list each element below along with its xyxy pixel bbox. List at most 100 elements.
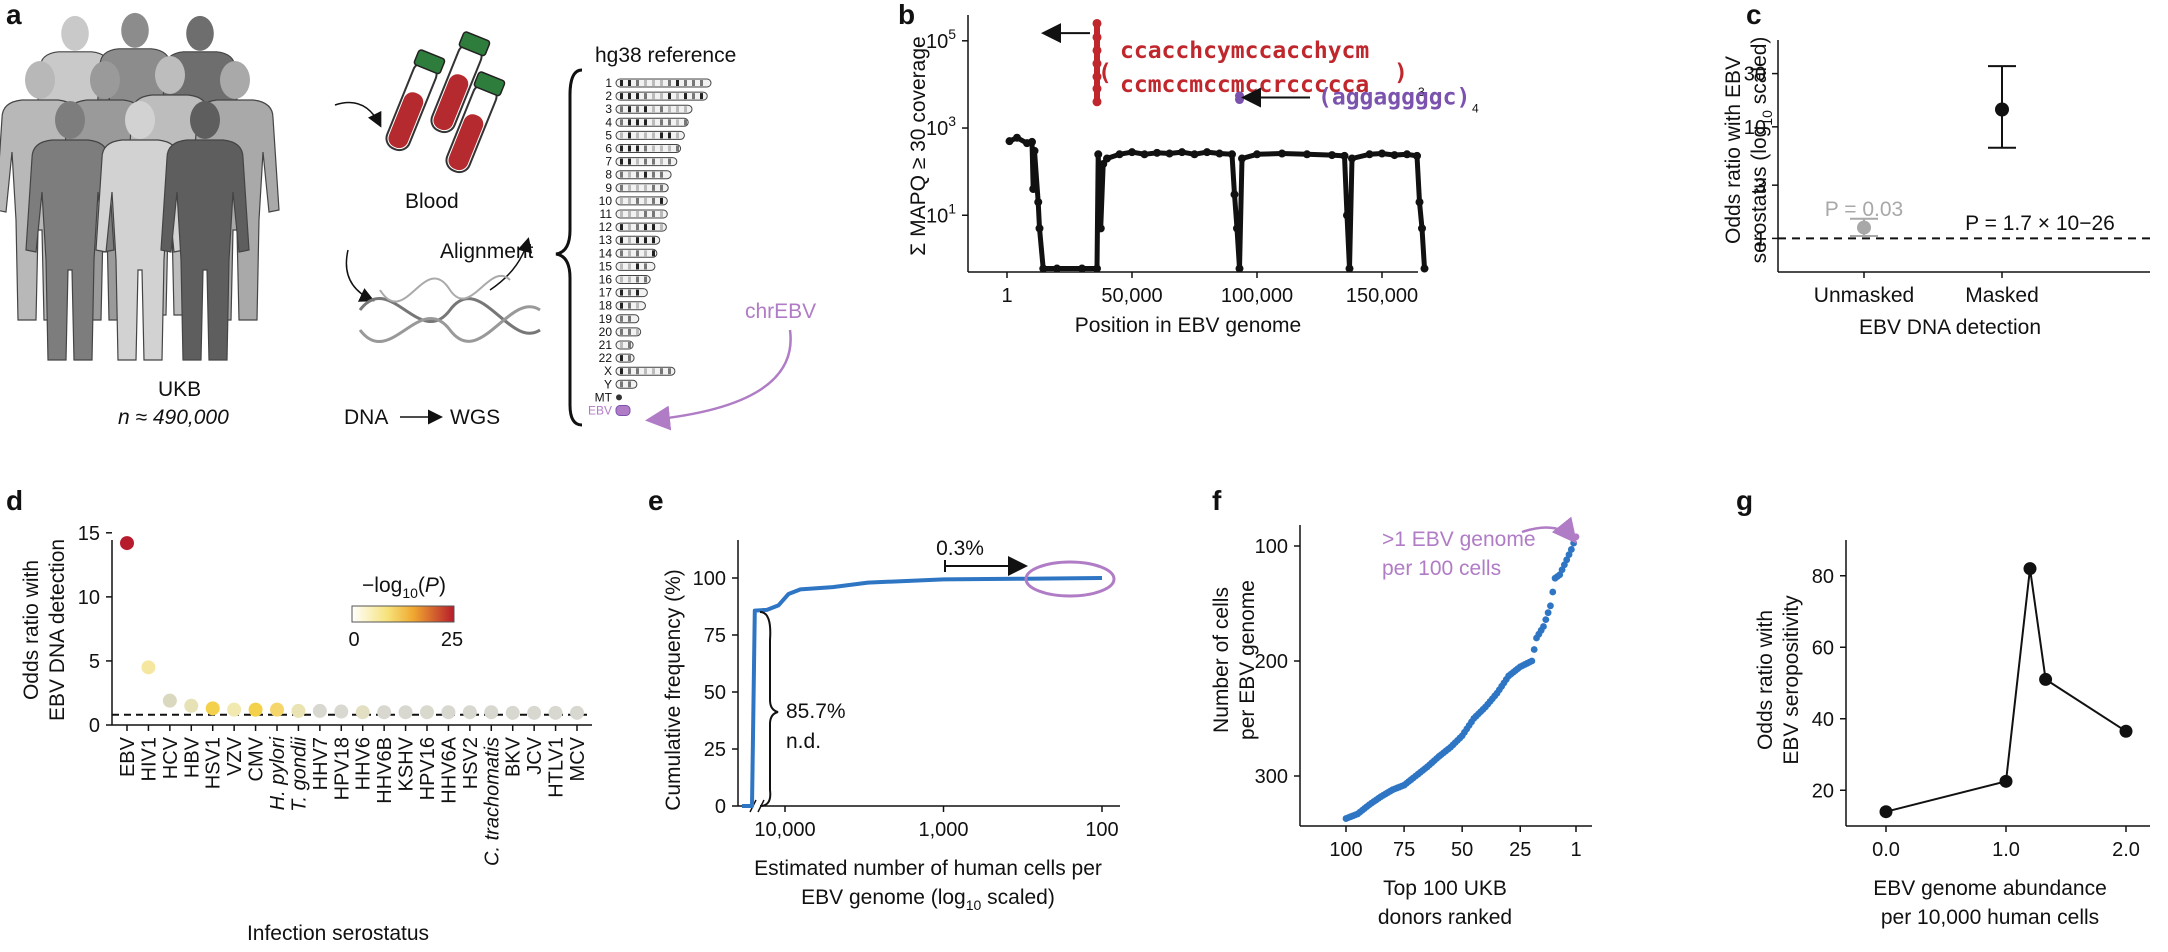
coverage-point [1345, 264, 1354, 273]
abundance-point [1879, 805, 1893, 819]
point-htlv1 [548, 705, 563, 720]
chromosome-band [652, 197, 655, 204]
point-unmasked [1857, 220, 1871, 235]
x-tick-label: 100 [1329, 839, 1362, 861]
x-tick-label: 1 [1570, 839, 1581, 861]
y-tick-label: 101 [926, 200, 956, 227]
cohort-label: UKB [158, 378, 201, 401]
chromosome-band [644, 145, 647, 152]
chromosome-band [620, 250, 623, 257]
chromosome-band [620, 315, 623, 322]
chromosome-label-17: 17 [599, 286, 613, 300]
people-illustration [0, 12, 280, 361]
chromosome-label-4: 4 [605, 115, 612, 129]
coverage-point [1096, 224, 1105, 233]
chromosome-band [644, 119, 647, 126]
coverage-point [1029, 185, 1038, 194]
chromosome-band [652, 80, 655, 86]
chromosome-x [615, 366, 676, 376]
chromosome-outline [615, 379, 638, 389]
abundance-point [1999, 774, 2013, 788]
y-tick-label: 10 [78, 587, 100, 609]
chromosome-band [660, 224, 663, 231]
x-tick-label: HSV1 [203, 737, 225, 789]
coverage-point [1403, 150, 1412, 159]
x-axis-label-line1: Top 100 UKB [1383, 877, 1507, 900]
chromosome-band [620, 381, 623, 388]
donor-point [1549, 588, 1557, 596]
coverage-point [1094, 150, 1103, 159]
chromosome-15 [615, 261, 656, 271]
chromosome-band [628, 145, 631, 152]
chromosome-band [652, 119, 655, 126]
chromosome-band [644, 211, 647, 217]
chromosome-band [660, 93, 663, 100]
chromosome-band [628, 328, 631, 335]
chromosome-band [660, 197, 663, 204]
arrow-to-alignment [489, 237, 533, 291]
chromosome-band [620, 368, 623, 375]
chromosome-label-20: 20 [599, 325, 613, 339]
chromosome-band [636, 145, 639, 152]
chromosome-band [652, 368, 655, 375]
chromosome-band [636, 106, 639, 113]
chromosome-band [620, 119, 623, 126]
x-tick-label: 1 [1001, 285, 1012, 307]
point-kshv [398, 705, 413, 720]
chromosome-band [684, 106, 687, 113]
chromosome-band [620, 197, 623, 204]
person-head [25, 61, 55, 99]
chromosome-band [620, 302, 623, 309]
chromosome-band [668, 80, 671, 86]
wgs-label: WGS [450, 406, 500, 429]
coverage-point [1327, 151, 1336, 160]
coverage-point [1127, 148, 1136, 157]
person-head [186, 15, 214, 51]
chromosome-band [628, 342, 631, 348]
person-head [61, 15, 89, 51]
point-masked [1995, 102, 2009, 117]
annotation-pct: 85.7% [786, 700, 846, 723]
chromosome-band [660, 145, 663, 152]
point-hpv18 [334, 704, 349, 719]
x-tick-label: HHV6 [353, 737, 375, 790]
chromosome-band [620, 80, 623, 86]
x-tick-label: 75 [1393, 839, 1415, 861]
coverage-point [1177, 148, 1186, 157]
chromosome-outline [615, 130, 685, 140]
chromosome-label-3: 3 [605, 102, 612, 116]
chromosome-label-13: 13 [599, 233, 613, 247]
coverage-point [1235, 264, 1244, 273]
x-tick-label: HSV2 [460, 737, 482, 789]
coverage-point [1378, 149, 1386, 158]
chromosome-outline [615, 144, 682, 153]
panel-label-f: f [1212, 485, 1222, 516]
x-tick-label: C. trachomatis [481, 737, 503, 866]
donor-point [1542, 616, 1550, 623]
chromosome-outline [615, 288, 648, 298]
chromosome-11 [615, 209, 668, 219]
chromosome-band [636, 132, 639, 139]
point-hpv16 [420, 705, 434, 720]
chromosome-band [620, 224, 623, 231]
x-tick-label: HHV6A [438, 736, 460, 803]
donor-point [1567, 546, 1575, 553]
chromosome-label-5: 5 [605, 128, 612, 142]
x-axis-label-line1: Estimated number of human cells per [754, 857, 1102, 880]
chromosome-band [628, 197, 631, 204]
chromosome-band [644, 224, 647, 231]
y-tick-label: 100 [693, 568, 726, 590]
chromosome-band [652, 132, 655, 139]
chromosome-outline [615, 314, 640, 324]
chromosome-22 [615, 353, 635, 363]
chromosome-band [644, 171, 647, 178]
chromosome-band [652, 171, 655, 178]
person-head [190, 101, 220, 139]
chromosome-band [644, 250, 647, 257]
coverage-point [1342, 211, 1351, 220]
coverage-point [1115, 150, 1124, 159]
legend-title: −log10(P) [362, 574, 446, 601]
chromosome-band [652, 145, 655, 152]
chromosome-band [628, 119, 631, 126]
chromosome-band [676, 145, 679, 152]
